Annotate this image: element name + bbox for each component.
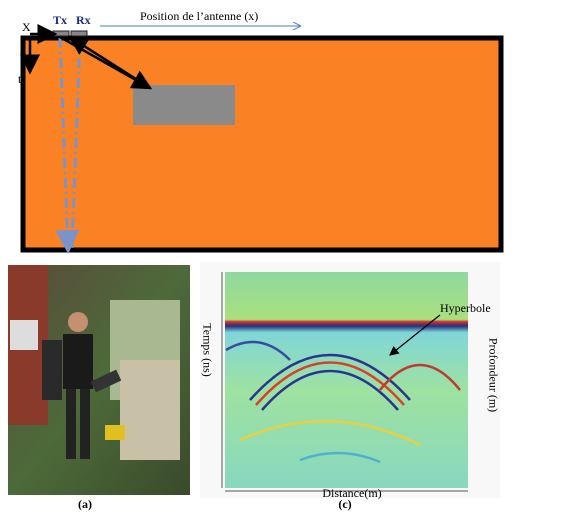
figure: X t Tx Rx Position de l’antenne (x) (b) … [0,0,561,513]
head [68,312,88,332]
y-axis-label: Temps (ns) [200,323,214,376]
radargram-image [225,272,468,488]
gpr-device [105,425,125,440]
torso [63,334,93,389]
leg [66,389,76,459]
photo: (a) [8,265,190,511]
ac-unit [10,320,38,350]
tx-label: Tx [53,13,67,27]
caption: (a) [78,497,92,511]
rx-label: Rx [76,13,91,27]
annotation: Hyperbole [440,301,491,315]
x-label: X [22,20,31,34]
leg [80,389,90,459]
rx-antenna [71,31,87,36]
tx-antenna [53,31,69,36]
position-label: Position de l’antenne (x) [140,9,258,23]
y2-axis-label: Profondeur (m) [486,338,500,412]
caption: (c) [338,497,351,511]
antenna-diagram: X t Tx Rx Position de l’antenne (x) (b) [18,9,501,274]
backpack [42,340,62,400]
path [120,360,180,460]
x-axis-label: Distance(m) [322,486,381,500]
radargram: Hyperbole Temps (ns) Profondeur (m) Dist… [200,262,500,511]
buried-object [133,85,235,125]
ground [23,38,501,250]
